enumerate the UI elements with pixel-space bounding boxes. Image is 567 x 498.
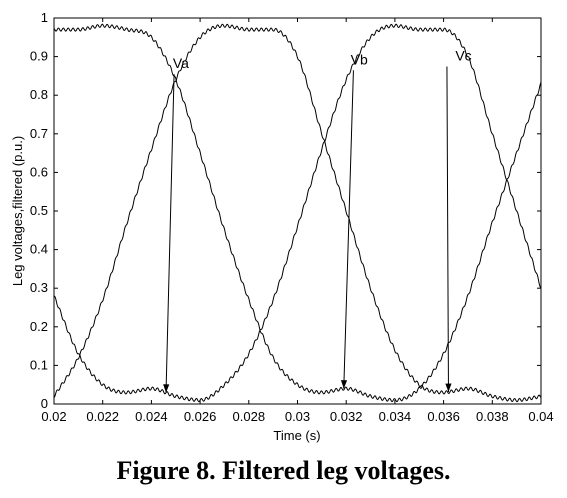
annotation-arrow (343, 70, 354, 389)
annotation-label-vb: Vb (351, 51, 368, 67)
annotation-arrowhead (163, 384, 170, 393)
x-tick-label: 0.034 (379, 409, 412, 424)
x-tick-label: 0.028 (233, 409, 266, 424)
x-tick-label: 0.022 (86, 409, 119, 424)
series-line-vc (53, 23, 542, 403)
x-tick-label: 0.02 (41, 409, 66, 424)
y-tick-label: 0.5 (30, 203, 48, 218)
annotation-arrow (446, 66, 449, 393)
axis-ticks: 0.02 0.022 0.024 0.026 0.028 0.03 0.032 0.034 0.… (30, 10, 554, 424)
plot-area (53, 17, 542, 405)
series-lines (53, 23, 542, 403)
line-chart: 0.02 0.022 0.024 0.026 0.028 0.03 0.032 0.034 0.… (10, 10, 554, 443)
annotation-label-vc: Vc (455, 47, 471, 63)
x-tick-label: 0.03 (285, 409, 310, 424)
figure-caption: Figure 8. Filtered leg voltages. (116, 456, 451, 485)
y-tick-label: 0.4 (30, 242, 48, 257)
y-tick-label: 0.2 (30, 319, 48, 334)
x-tick-label: 0.038 (476, 409, 509, 424)
y-axis-label: Leg voltages,filtered (p.u.) (10, 136, 25, 286)
annotation-arrowhead (445, 383, 452, 393)
y-tick-label: 0.3 (30, 280, 48, 295)
y-tick-label: 0.1 (30, 357, 48, 372)
x-tick-label: 0.036 (427, 409, 460, 424)
annotation-arrow (165, 74, 175, 393)
y-tick-label: 0.7 (30, 126, 48, 141)
annotation-arrowhead (340, 380, 348, 389)
series-line-va (53, 23, 542, 403)
y-tick-label: 0 (41, 396, 48, 411)
x-tick-label: 0.026 (184, 409, 217, 424)
annotations: Va Vb Vc (163, 47, 472, 393)
y-tick-label: 1 (41, 10, 48, 25)
x-tick-label: 0.024 (135, 409, 168, 424)
x-axis-label: Time (s) (273, 428, 320, 443)
y-tick-label: 0.9 (30, 49, 48, 64)
series-line-vb (53, 23, 542, 403)
x-tick-label: 0.032 (330, 409, 363, 424)
x-tick-label: 0.04 (528, 409, 553, 424)
y-tick-label: 0.6 (30, 164, 48, 179)
y-tick-label: 0.8 (30, 87, 48, 102)
annotation-label-va: Va (173, 55, 189, 71)
